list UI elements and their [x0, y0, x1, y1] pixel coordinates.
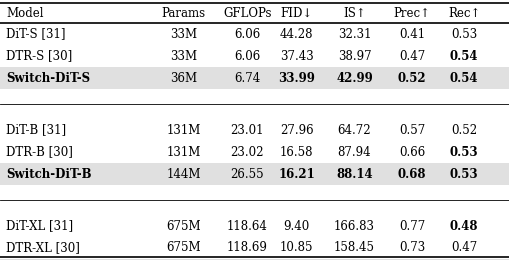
Text: 0.52: 0.52: [397, 72, 426, 84]
Text: 131M: 131M: [166, 124, 201, 136]
Text: 0.53: 0.53: [450, 28, 476, 41]
Text: 0.41: 0.41: [398, 28, 425, 41]
Text: 0.57: 0.57: [398, 124, 425, 136]
Text: 0.52: 0.52: [450, 124, 476, 136]
Text: DiT-B [31]: DiT-B [31]: [6, 124, 66, 136]
Text: DTR-B [30]: DTR-B [30]: [6, 146, 73, 159]
Text: DTR-S [30]: DTR-S [30]: [6, 49, 72, 62]
Text: 87.94: 87.94: [337, 146, 371, 159]
Text: 33.99: 33.99: [278, 72, 315, 84]
Text: 131M: 131M: [166, 146, 201, 159]
Text: Params: Params: [161, 6, 205, 20]
Bar: [0, 259, 509, 260]
Text: 118.69: 118.69: [227, 242, 267, 255]
Text: Prec↑: Prec↑: [393, 6, 430, 20]
Text: 6.06: 6.06: [234, 49, 260, 62]
Text: 675M: 675M: [166, 219, 201, 232]
Text: 118.64: 118.64: [227, 219, 267, 232]
Text: 37.43: 37.43: [279, 49, 313, 62]
Text: 6.06: 6.06: [234, 28, 260, 41]
Bar: [0, 163, 509, 185]
Text: 23.01: 23.01: [230, 124, 264, 136]
Text: 0.66: 0.66: [398, 146, 425, 159]
Text: 158.45: 158.45: [333, 242, 374, 255]
Text: 27.96: 27.96: [279, 124, 313, 136]
Text: 42.99: 42.99: [335, 72, 372, 84]
Text: 10.85: 10.85: [279, 242, 313, 255]
Text: 32.31: 32.31: [337, 28, 371, 41]
Text: 33M: 33M: [169, 49, 197, 62]
Text: 0.47: 0.47: [450, 242, 476, 255]
Text: FID↓: FID↓: [280, 6, 313, 20]
Text: GFLOPs: GFLOPs: [222, 6, 271, 20]
Text: Model: Model: [6, 6, 44, 20]
Text: 38.97: 38.97: [337, 49, 371, 62]
Text: Switch-DiT-S: Switch-DiT-S: [6, 72, 90, 84]
Text: 0.68: 0.68: [397, 167, 426, 180]
Text: 675M: 675M: [166, 242, 201, 255]
Text: 26.55: 26.55: [230, 167, 264, 180]
Text: 23.02: 23.02: [230, 146, 264, 159]
Text: 0.73: 0.73: [398, 242, 425, 255]
Text: DiT-S [31]: DiT-S [31]: [6, 28, 66, 41]
Text: 6.74: 6.74: [234, 72, 260, 84]
Text: 0.77: 0.77: [398, 219, 425, 232]
Text: 0.53: 0.53: [449, 146, 477, 159]
Text: DTR-XL [30]: DTR-XL [30]: [6, 242, 80, 255]
Text: 44.28: 44.28: [279, 28, 313, 41]
Text: 144M: 144M: [166, 167, 201, 180]
Text: 0.54: 0.54: [449, 49, 477, 62]
Text: 33M: 33M: [169, 28, 197, 41]
Text: DiT-XL [31]: DiT-XL [31]: [6, 219, 73, 232]
Text: 0.53: 0.53: [449, 167, 477, 180]
Text: Rec↑: Rec↑: [447, 6, 479, 20]
Text: 36M: 36M: [169, 72, 197, 84]
Text: 16.58: 16.58: [279, 146, 313, 159]
Text: 64.72: 64.72: [337, 124, 371, 136]
Text: IS↑: IS↑: [343, 6, 365, 20]
Text: 9.40: 9.40: [283, 219, 309, 232]
Text: Switch-DiT-B: Switch-DiT-B: [6, 167, 92, 180]
Bar: [0, 67, 509, 89]
Text: 0.54: 0.54: [449, 72, 477, 84]
Text: 16.21: 16.21: [278, 167, 315, 180]
Text: 0.47: 0.47: [398, 49, 425, 62]
Text: 88.14: 88.14: [335, 167, 372, 180]
Text: 166.83: 166.83: [333, 219, 374, 232]
Text: 0.48: 0.48: [449, 219, 477, 232]
